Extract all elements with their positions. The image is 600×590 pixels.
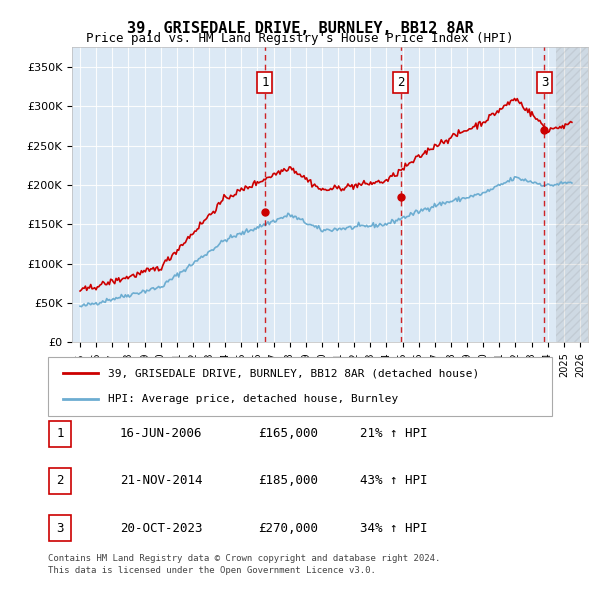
Bar [556, 47, 588, 342]
Text: 16-JUN-2006: 16-JUN-2006 [120, 427, 203, 440]
Text: 21% ↑ HPI: 21% ↑ HPI [360, 427, 427, 440]
Text: 3: 3 [541, 76, 548, 89]
Text: 2: 2 [56, 474, 64, 487]
Text: 1: 1 [261, 76, 269, 89]
Text: 20-OCT-2023: 20-OCT-2023 [120, 522, 203, 535]
Text: HPI: Average price, detached house, Burnley: HPI: Average price, detached house, Burn… [109, 395, 399, 404]
Text: 39, GRISEDALE DRIVE, BURNLEY, BB12 8AR (detached house): 39, GRISEDALE DRIVE, BURNLEY, BB12 8AR (… [109, 369, 480, 378]
Text: 1: 1 [56, 427, 64, 440]
FancyBboxPatch shape [49, 421, 71, 447]
Text: 3: 3 [56, 522, 64, 535]
Text: £165,000: £165,000 [258, 427, 318, 440]
Text: £185,000: £185,000 [258, 474, 318, 487]
Text: 21-NOV-2014: 21-NOV-2014 [120, 474, 203, 487]
Text: Price paid vs. HM Land Registry's House Price Index (HPI): Price paid vs. HM Land Registry's House … [86, 32, 514, 45]
Text: £270,000: £270,000 [258, 522, 318, 535]
FancyBboxPatch shape [48, 357, 552, 416]
Text: 43% ↑ HPI: 43% ↑ HPI [360, 474, 427, 487]
Text: 39, GRISEDALE DRIVE, BURNLEY, BB12 8AR: 39, GRISEDALE DRIVE, BURNLEY, BB12 8AR [127, 21, 473, 35]
Text: 34% ↑ HPI: 34% ↑ HPI [360, 522, 427, 535]
Text: Contains HM Land Registry data © Crown copyright and database right 2024.: Contains HM Land Registry data © Crown c… [48, 555, 440, 563]
Text: This data is licensed under the Open Government Licence v3.0.: This data is licensed under the Open Gov… [48, 566, 376, 575]
Text: 2: 2 [397, 76, 404, 89]
FancyBboxPatch shape [49, 515, 71, 541]
FancyBboxPatch shape [49, 468, 71, 494]
